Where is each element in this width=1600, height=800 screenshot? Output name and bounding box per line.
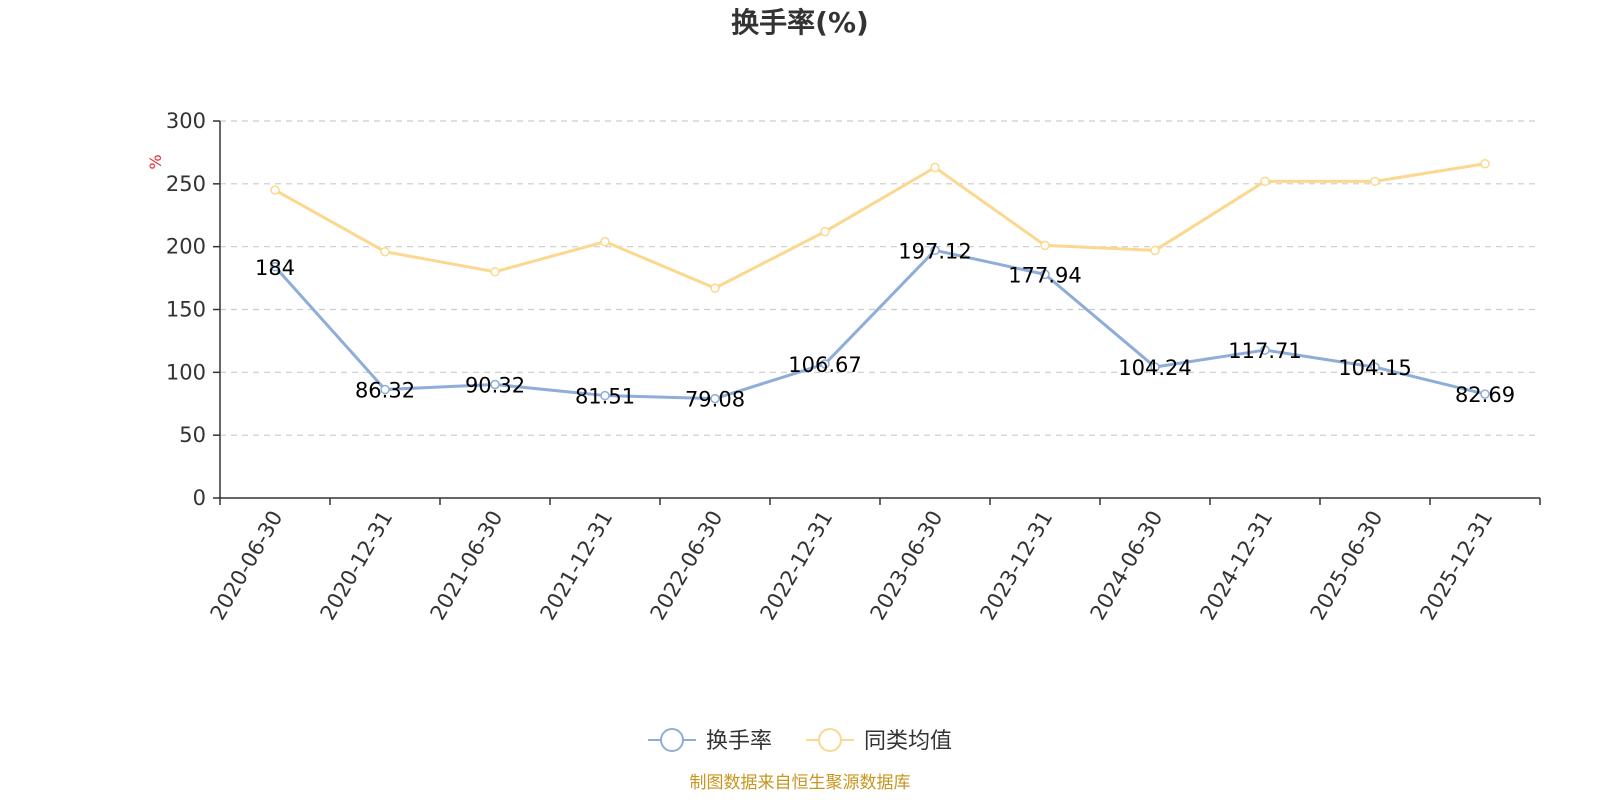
legend-item-peer-average[interactable]: 同类均值 [806,728,952,754]
data-point[interactable] [1040,269,1050,280]
data-point[interactable] [380,246,390,257]
data-point[interactable] [930,245,940,256]
data-label: 117.71 [1228,339,1301,363]
chart-title: 换手率(%) [731,6,869,39]
data-label: 184 [255,256,295,280]
data-label: 90.32 [465,373,525,397]
data-point[interactable] [1040,240,1050,251]
legend-marker-icon [660,728,684,752]
series-line [274,162,1486,290]
data-point[interactable] [930,162,940,173]
data-point[interactable] [380,384,390,395]
series-line [273,248,1486,401]
data-point[interactable] [270,262,280,272]
data-source-note: 制图数据来自恒生聚源数据库 [690,773,911,793]
data-label: 82.69 [1455,383,1515,407]
data-label: 106.67 [788,353,861,377]
legend-label: 同类均值 [864,729,952,754]
data-label: 86.32 [355,379,415,403]
data-point[interactable] [1480,389,1490,399]
data-point[interactable] [1260,176,1270,187]
data-point[interactable] [1480,158,1490,169]
y-tick-label: 300 [166,109,206,133]
data-point[interactable] [820,359,830,369]
series-turnover [270,245,1490,404]
x-tick-label: 2021-06-30 [426,507,508,625]
data-point[interactable] [710,393,720,404]
data-point[interactable] [1260,345,1270,355]
x-tick-label: 2023-12-31 [976,507,1058,625]
y-tick-label: 50 [179,423,206,447]
y-tick-label: 250 [166,172,206,196]
data-label: 177.94 [1008,263,1081,287]
x-tick-label: 2025-06-30 [1306,507,1388,625]
x-axis-ticks: 2020-06-30 2020-12-31 2021-06-30 2021-12-31… [206,498,1541,625]
series-peer-average [270,158,1490,293]
x-tick-label: 2020-06-30 [206,507,288,625]
data-point[interactable] [600,236,610,247]
data-point[interactable] [270,185,280,195]
data-point[interactable] [710,283,720,293]
data-point[interactable] [490,379,500,390]
y-tick-label: 100 [166,360,206,384]
legend-label: 换手率 [706,729,772,754]
data-point[interactable] [1150,362,1160,372]
data-point[interactable] [820,226,830,237]
y-tick-label: 150 [166,298,206,322]
data-point[interactable] [1150,245,1160,256]
data-point[interactable] [600,390,610,401]
data-point[interactable] [490,267,500,277]
x-tick-label: 2021-12-31 [536,507,618,625]
data-label: 81.51 [575,385,635,409]
x-tick-label: 2025-12-31 [1416,507,1498,625]
y-tick-label: 200 [166,235,206,259]
data-label: 79.08 [685,388,745,412]
data-point[interactable] [1370,362,1380,372]
data-labels: 184 86.32 90.32 81.51 79.08 106.67 197.12 177.9… [255,239,1515,411]
x-tick-label: 2022-12-31 [756,507,838,625]
x-tick-label: 2023-06-30 [866,507,948,625]
data-label: 197.12 [898,239,971,263]
x-tick-label: 2022-06-30 [646,507,728,625]
y-axis-unit-label: % [146,154,165,169]
y-tick-label: 0 [193,486,206,510]
data-point[interactable] [1370,176,1380,187]
data-label: 104.24 [1118,356,1191,380]
series-lines [270,158,1490,404]
x-tick-label: 2024-12-31 [1196,507,1278,625]
grid-lines [220,120,1540,436]
legend-item-turnover[interactable]: 换手率 [648,728,772,754]
x-tick-label: 2024-06-30 [1086,507,1168,625]
legend[interactable]: 换手率 同类均值 [648,728,952,754]
data-label: 104.15 [1338,356,1411,380]
y-axis-ticks: 0 50 100 150 200 250 300 [166,109,220,510]
x-tick-label: 2020-12-31 [316,507,398,625]
legend-marker-icon [818,728,842,752]
